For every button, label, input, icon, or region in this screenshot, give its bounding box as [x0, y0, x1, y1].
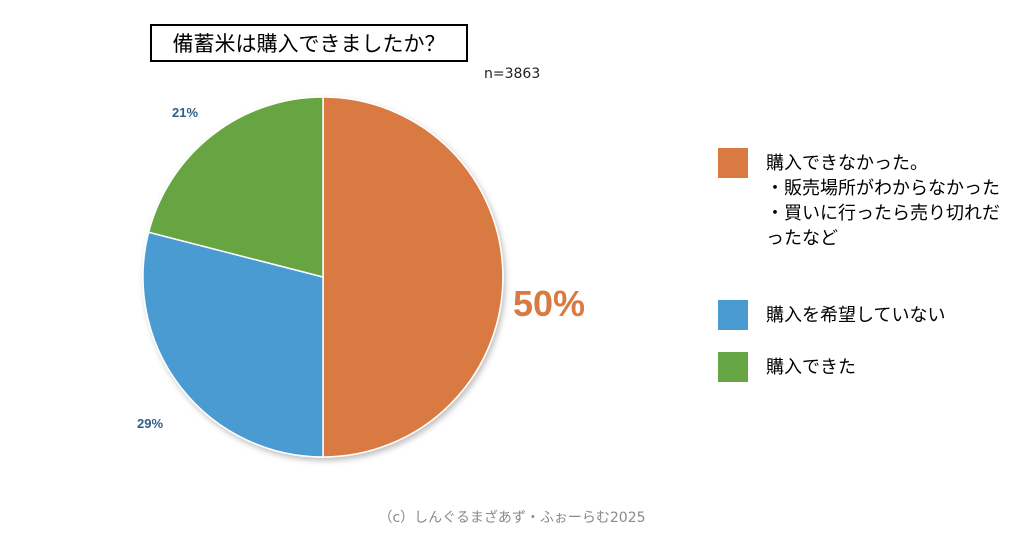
pie-slice-not-purchased [322, 96, 504, 458]
legend-swatch-not-purchased [718, 148, 748, 178]
copyright-footer: （c）しんぐるまざあず・ふぉーらむ2025 [378, 510, 646, 526]
pie-slices [142, 96, 504, 458]
legend-label-not-wanted: 購入を希望していない [766, 305, 946, 326]
legend-swatch-not-wanted [718, 300, 748, 330]
slice-label-purchased: 21% [172, 105, 199, 120]
pie-slice-not-wanted [142, 231, 324, 458]
legend-label-purchased: 購入できた [766, 357, 856, 378]
slice-label-not-wanted: 29% [137, 416, 164, 431]
sample-size-label: n=3863 [484, 66, 541, 82]
pie-chart [142, 96, 504, 458]
legend-item-purchased: 購入できた [718, 352, 1016, 382]
legend-label-not-purchased: 購入できなかった。 ・販売場所がわからなかった ・買いに行ったら売り切れだったな… [766, 153, 1000, 249]
slice-label-not-purchased: 50% [513, 283, 586, 324]
legend-item-not-purchased: 購入できなかった。 ・販売場所がわからなかった ・買いに行ったら売り切れだったな… [718, 148, 1016, 251]
legend-swatch-purchased [718, 352, 748, 382]
legend-item-not-wanted: 購入を希望していない [718, 300, 1016, 330]
chart-title: 備蓄米は購入できましたか？ [150, 24, 468, 62]
pie-slice-purchased [147, 96, 324, 278]
